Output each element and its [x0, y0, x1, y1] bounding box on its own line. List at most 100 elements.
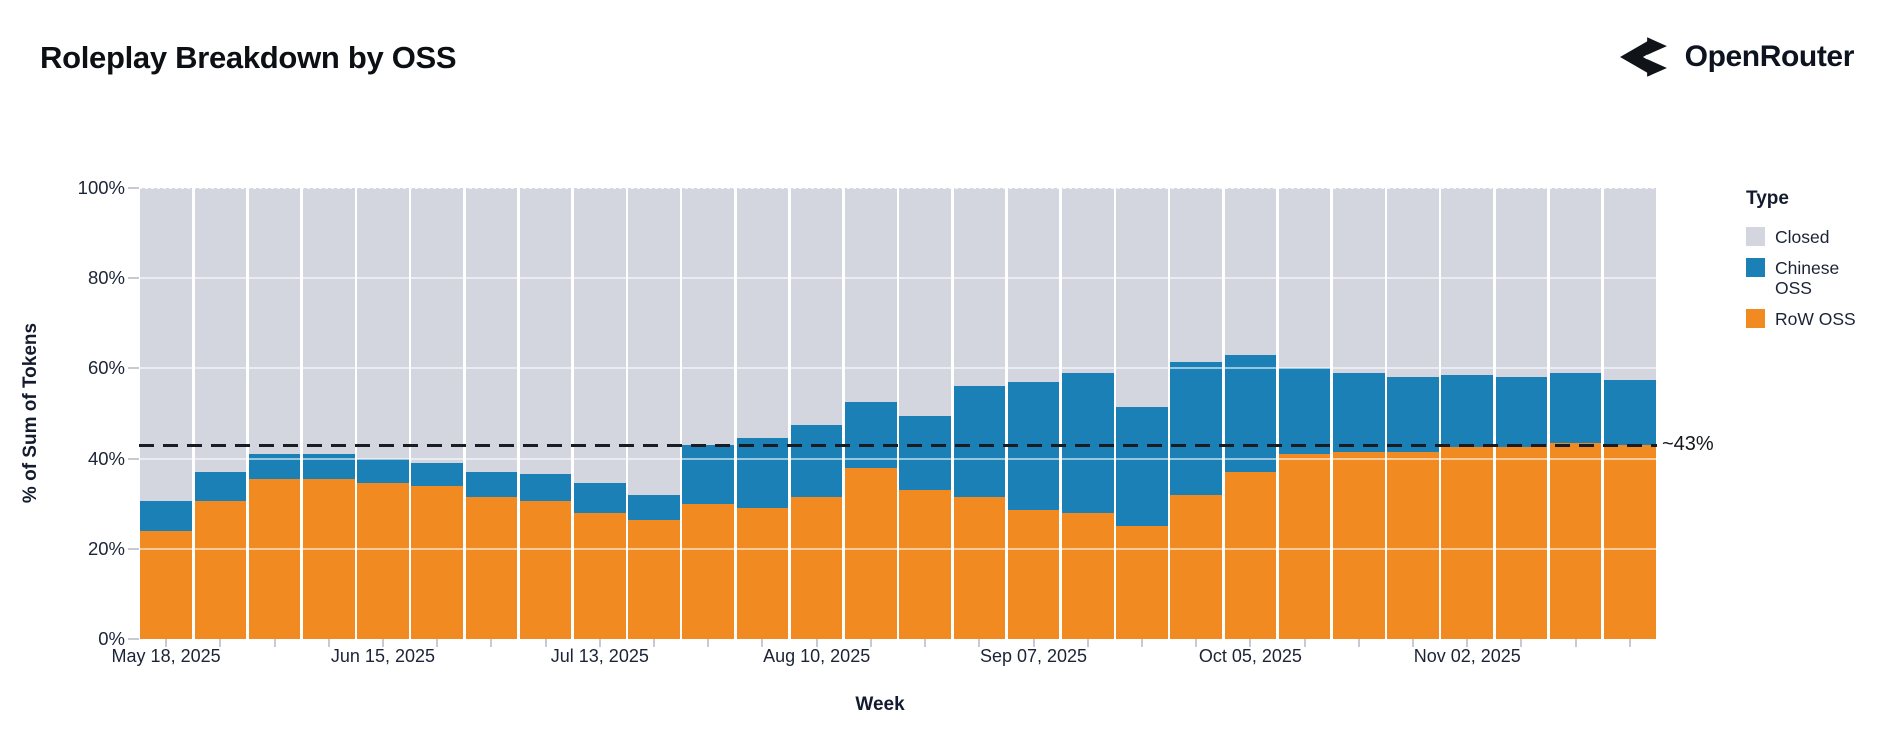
bar-week-oct-12-2025[interactable]	[1278, 188, 1331, 639]
bar-week-nov-02-2025[interactable]	[1441, 188, 1494, 639]
bar-segment-row-oss[interactable]	[899, 490, 951, 639]
bar-week-oct-05-2025[interactable]	[1224, 188, 1277, 639]
bar-segment-closed[interactable]	[465, 188, 518, 473]
bar-segment-row-oss[interactable]	[302, 478, 355, 639]
legend-item-row-oss[interactable]: RoW OSS	[1746, 308, 1872, 330]
bar-segment-row-oss[interactable]	[1116, 526, 1168, 639]
bar-week-aug-03-2025[interactable]	[736, 188, 789, 639]
bar-segment-closed[interactable]	[1387, 188, 1439, 378]
bar-segment-row-oss[interactable]	[1549, 442, 1602, 639]
bar-segment-closed[interactable]	[411, 188, 463, 464]
bar-segment-row-oss[interactable]	[574, 512, 626, 639]
bar-segment-row-oss[interactable]	[1061, 512, 1114, 639]
bar-segment-row-oss[interactable]	[790, 496, 843, 639]
bar-segment-chinese-oss[interactable]	[1224, 354, 1277, 473]
bar-week-aug-17-2025[interactable]	[845, 188, 897, 639]
bar-segment-closed[interactable]	[1116, 188, 1168, 407]
bar-week-sep-07-2025[interactable]	[1007, 188, 1060, 639]
bar-week-sep-14-2025[interactable]	[1061, 188, 1114, 639]
legend-item-chinese-oss[interactable]: Chinese OSS	[1746, 257, 1872, 299]
bar-segment-chinese-oss[interactable]	[1441, 375, 1494, 448]
bar-segment-chinese-oss[interactable]	[194, 472, 247, 502]
bar-segment-closed[interactable]	[1333, 188, 1385, 373]
bar-segment-row-oss[interactable]	[248, 478, 301, 639]
bar-segment-row-oss[interactable]	[1224, 472, 1277, 639]
bar-week-jun-29-2025[interactable]	[465, 188, 518, 639]
bar-segment-closed[interactable]	[357, 188, 409, 459]
bar-segment-closed[interactable]	[1549, 188, 1602, 373]
bar-week-may-18-2025[interactable]	[140, 188, 192, 639]
bar-segment-closed[interactable]	[574, 188, 626, 484]
legend-item-closed[interactable]: Closed	[1746, 227, 1872, 248]
bar-segment-closed[interactable]	[519, 188, 572, 475]
bar-segment-closed[interactable]	[790, 188, 843, 425]
bar-segment-closed[interactable]	[1604, 188, 1656, 380]
bar-week-jul-20-2025[interactable]	[628, 188, 680, 639]
bar-segment-closed[interactable]	[1495, 188, 1548, 378]
bar-segment-row-oss[interactable]	[519, 501, 572, 639]
bar-segment-row-oss[interactable]	[1604, 445, 1656, 639]
bar-week-nov-23-2025[interactable]	[1604, 188, 1656, 639]
bar-segment-closed[interactable]	[736, 188, 789, 439]
bar-segment-row-oss[interactable]	[845, 467, 897, 639]
bar-segment-closed[interactable]	[140, 188, 192, 502]
bar-segment-row-oss[interactable]	[682, 503, 735, 639]
bar-segment-closed[interactable]	[682, 188, 735, 446]
bar-segment-chinese-oss[interactable]	[1170, 361, 1222, 495]
bar-segment-closed[interactable]	[953, 188, 1006, 387]
bar-week-aug-31-2025[interactable]	[953, 188, 1006, 639]
bar-segment-row-oss[interactable]	[411, 485, 463, 639]
bar-segment-row-oss[interactable]	[736, 508, 789, 639]
bar-segment-chinese-oss[interactable]	[736, 438, 789, 509]
bar-segment-row-oss[interactable]	[953, 496, 1006, 639]
bar-segment-chinese-oss[interactable]	[1495, 377, 1548, 448]
bar-segment-chinese-oss[interactable]	[411, 463, 463, 486]
bar-segment-row-oss[interactable]	[1333, 451, 1385, 639]
bar-segment-chinese-oss[interactable]	[574, 483, 626, 513]
bar-segment-closed[interactable]	[1170, 188, 1222, 362]
bar-week-sep-28-2025[interactable]	[1170, 188, 1222, 639]
bar-segment-row-oss[interactable]	[628, 519, 680, 639]
bar-segment-chinese-oss[interactable]	[628, 494, 680, 520]
bar-segment-chinese-oss[interactable]	[357, 458, 409, 484]
bar-segment-row-oss[interactable]	[1007, 510, 1060, 639]
bar-segment-chinese-oss[interactable]	[519, 474, 572, 502]
bar-segment-chinese-oss[interactable]	[1387, 377, 1439, 452]
bar-segment-chinese-oss[interactable]	[682, 445, 735, 504]
bar-segment-chinese-oss[interactable]	[953, 386, 1006, 497]
bar-week-nov-16-2025[interactable]	[1549, 188, 1602, 639]
bar-segment-closed[interactable]	[302, 188, 355, 455]
bar-segment-chinese-oss[interactable]	[140, 501, 192, 531]
bar-segment-chinese-oss[interactable]	[1333, 372, 1385, 452]
bar-week-jul-27-2025[interactable]	[682, 188, 735, 639]
bar-segment-closed[interactable]	[1007, 188, 1060, 382]
bar-week-oct-19-2025[interactable]	[1333, 188, 1385, 639]
bar-segment-closed[interactable]	[1061, 188, 1114, 373]
bar-segment-chinese-oss[interactable]	[1278, 368, 1331, 455]
bar-segment-chinese-oss[interactable]	[790, 424, 843, 497]
bar-segment-row-oss[interactable]	[1387, 451, 1439, 639]
bar-segment-closed[interactable]	[248, 188, 301, 455]
bar-week-aug-24-2025[interactable]	[899, 188, 951, 639]
bar-segment-row-oss[interactable]	[1278, 454, 1331, 639]
bar-segment-chinese-oss[interactable]	[465, 472, 518, 497]
bar-week-nov-09-2025[interactable]	[1495, 188, 1548, 639]
bar-segment-chinese-oss[interactable]	[1116, 406, 1168, 527]
bar-week-jun-22-2025[interactable]	[411, 188, 463, 639]
bar-week-oct-26-2025[interactable]	[1387, 188, 1439, 639]
bar-week-aug-10-2025[interactable]	[790, 188, 843, 639]
bar-segment-closed[interactable]	[628, 188, 680, 495]
bar-segment-chinese-oss[interactable]	[845, 402, 897, 468]
bar-week-may-25-2025[interactable]	[194, 188, 247, 639]
bar-week-jun-01-2025[interactable]	[248, 188, 301, 639]
bar-segment-closed[interactable]	[1224, 188, 1277, 355]
bar-segment-row-oss[interactable]	[1170, 494, 1222, 639]
bar-segment-row-oss[interactable]	[465, 496, 518, 639]
bar-segment-chinese-oss[interactable]	[1604, 379, 1656, 446]
bar-segment-closed[interactable]	[899, 188, 951, 416]
bar-segment-row-oss[interactable]	[357, 483, 409, 639]
bar-segment-chinese-oss[interactable]	[1061, 372, 1114, 513]
bar-segment-row-oss[interactable]	[1441, 447, 1494, 639]
bar-week-sep-21-2025[interactable]	[1116, 188, 1168, 639]
bar-segment-closed[interactable]	[194, 188, 247, 473]
